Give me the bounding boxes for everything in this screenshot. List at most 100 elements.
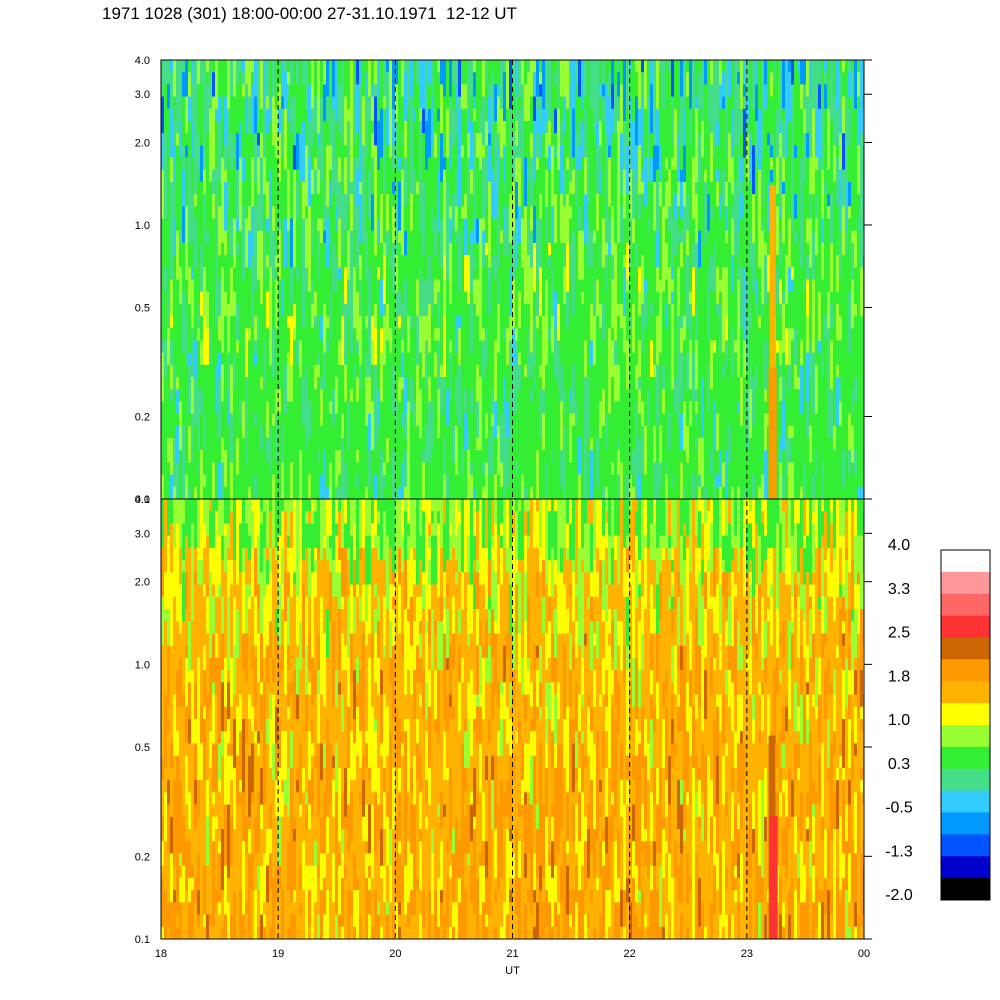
heatmap-cell — [338, 767, 341, 793]
heatmap-cell — [539, 60, 542, 73]
heatmap-cell — [842, 316, 845, 366]
heatmap-cell — [635, 72, 638, 98]
heatmap-cell — [281, 157, 284, 195]
heatmap-cell — [665, 169, 668, 183]
heatmap-cell — [284, 72, 287, 110]
heatmap-cell — [218, 352, 221, 378]
heatmap-cell — [821, 377, 824, 390]
heatmap-cell — [479, 169, 482, 220]
heatmap-cell — [341, 877, 344, 891]
heatmap-cell — [281, 609, 284, 647]
heatmap-cell — [206, 328, 209, 366]
heatmap-cell — [386, 316, 389, 341]
heatmap-cell — [536, 108, 539, 134]
heatmap-cell — [755, 169, 758, 195]
heatmap-cell — [173, 96, 176, 122]
heatmap-cell — [221, 242, 224, 268]
heatmap-cell — [428, 413, 431, 463]
heatmap-cell — [395, 303, 398, 329]
heatmap-cell — [515, 181, 518, 220]
heatmap-cell — [401, 145, 404, 171]
heatmap-cell — [224, 352, 227, 366]
heatmap-cell — [716, 450, 719, 476]
heatmap-cell — [161, 181, 164, 220]
heatmap-cell — [464, 486, 467, 499]
heatmap-cell — [650, 181, 653, 232]
heatmap-cell — [236, 841, 239, 854]
heatmap-cell — [365, 877, 368, 928]
heatmap-cell — [653, 364, 656, 378]
heatmap-cell — [668, 120, 671, 171]
heatmap-cell — [488, 230, 491, 268]
heatmap-cell — [398, 291, 401, 317]
heatmap-cell — [692, 316, 695, 354]
heatmap-cell — [689, 145, 692, 183]
heatmap-cell — [215, 792, 218, 818]
heatmap-cell — [422, 657, 425, 671]
heatmap-cell — [452, 499, 455, 549]
heatmap-cell — [218, 792, 221, 830]
heatmap-cell — [512, 328, 515, 366]
heatmap-cell — [287, 926, 290, 939]
heatmap-cell — [218, 633, 221, 659]
heatmap-cell — [242, 792, 245, 842]
heatmap-cell — [323, 60, 326, 85]
heatmap-cell — [452, 596, 455, 634]
heatmap-cell — [266, 560, 269, 586]
heatmap-cell — [293, 621, 296, 671]
heatmap-cell — [713, 242, 716, 293]
heatmap-cell — [764, 194, 767, 244]
heatmap-cell — [296, 914, 299, 939]
heatmap-cell — [161, 474, 164, 499]
heatmap-cell — [677, 389, 680, 427]
heatmap-cell — [431, 890, 434, 916]
heatmap-cell — [785, 157, 788, 207]
heatmap-cell — [344, 425, 347, 463]
heatmap-cell — [680, 450, 683, 463]
heatmap-cell — [470, 486, 473, 499]
heatmap-cell — [245, 267, 248, 317]
heatmap-cell — [380, 755, 383, 806]
heatmap-cell — [269, 621, 272, 659]
heatmap-cell — [698, 340, 701, 390]
heatmap-cell — [305, 792, 308, 806]
heatmap-cell — [470, 462, 473, 476]
heatmap-cell — [803, 377, 806, 427]
heatmap-cell — [443, 438, 446, 476]
heatmap-cell — [548, 84, 551, 98]
heatmap-cell — [380, 743, 383, 757]
heatmap-cell — [164, 572, 167, 610]
heatmap-cell — [344, 547, 347, 598]
heatmap-cell — [191, 242, 194, 268]
heatmap-cell — [623, 389, 626, 427]
heatmap-cell — [215, 939, 218, 952]
heatmap-cell — [563, 425, 566, 463]
heatmap-cell — [770, 133, 773, 146]
heatmap-cell — [566, 108, 569, 159]
heatmap-cell — [179, 547, 182, 586]
heatmap-cell — [785, 255, 788, 305]
heatmap-cell — [278, 767, 281, 806]
heatmap-cell — [218, 780, 221, 793]
heatmap-cell — [239, 731, 242, 781]
heatmap-cell — [347, 279, 350, 317]
heatmap-cell — [806, 352, 809, 402]
heatmap-cell — [335, 255, 338, 293]
heatmap-cell — [521, 267, 524, 293]
heatmap-cell — [416, 596, 419, 634]
heatmap-cell — [722, 425, 725, 463]
heatmap-cell — [218, 438, 221, 463]
heatmap-cell — [449, 267, 452, 305]
heatmap-cell — [470, 194, 473, 232]
heatmap-cell — [728, 133, 731, 183]
heatmap-cell — [743, 486, 746, 499]
heatmap-cell — [386, 535, 389, 561]
heatmap-cell — [425, 120, 428, 171]
heatmap-cell — [416, 633, 419, 647]
heatmap-cell — [371, 316, 374, 341]
heatmap-cell — [854, 401, 857, 451]
heatmap-cell — [341, 633, 344, 671]
heatmap-cell — [368, 657, 371, 708]
heatmap-cell — [722, 267, 725, 317]
heatmap-cell — [338, 560, 341, 573]
